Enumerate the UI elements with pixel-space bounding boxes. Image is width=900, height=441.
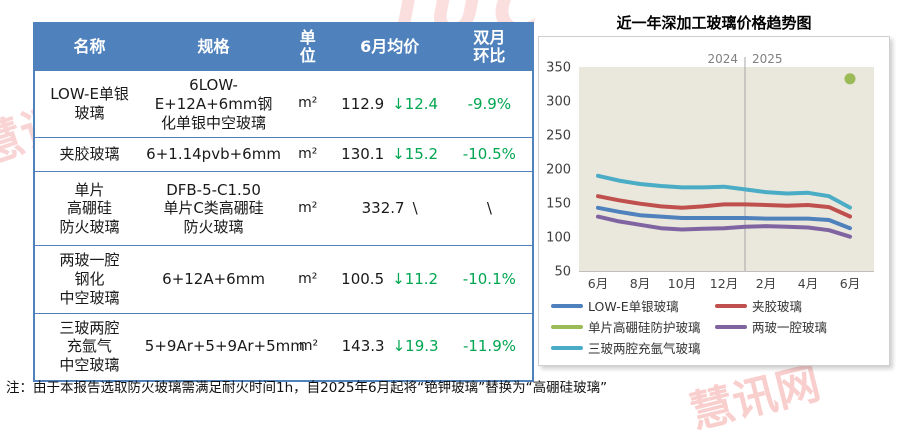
product-name: 夹胶玻璃 [59, 145, 120, 164]
product-spec: 6LOW-E+12A+6mm钢 化单银中空玻璃 [154, 76, 273, 132]
june-price-cell: 100.5 ↓11.2 [333, 265, 447, 294]
product-name: 两玻一腔 钢化 中空玻璃 [59, 251, 120, 307]
legend-item: 单片高硼硅防护玻璃 [551, 316, 715, 337]
svg-text:8月: 8月 [630, 276, 650, 291]
chart-legend: LOW-E单银玻璃 夹胶玻璃单片高硼硅防护玻璃 两玻一腔玻璃三玻两腔充氩气玻璃 [539, 295, 889, 358]
legend-label: 三玻两腔充氩气玻璃 [588, 341, 701, 356]
bimonthly-change: -11.9% [462, 337, 517, 356]
price-delta: ↓15.2 [392, 145, 439, 164]
legend-item: 三玻两腔充氩气玻璃 [551, 337, 715, 358]
legend-item: LOW-E单银玻璃 [551, 295, 715, 316]
product-unit: m² [298, 146, 318, 162]
svg-text:300: 300 [546, 95, 571, 110]
product-unit: m² [298, 95, 318, 112]
glass-price-table: 名称 规格 单 位 6月均价 双月 环比 LOW-E单银 玻璃 6LOW-E+1… [33, 22, 534, 382]
legend-line-swatch [551, 345, 583, 350]
footnote: 注：由于本报告选取防火玻璃需满足耐火时间1h，自2025年6月起将“铯钾玻璃”替… [6, 380, 608, 396]
price-value: 130.1 [341, 145, 385, 164]
product-unit: m² [298, 337, 319, 354]
price-value: 143.3 [341, 337, 385, 356]
down-arrow-icon: ↓ [392, 337, 406, 356]
legend-item: 两玻一腔玻璃 [715, 316, 879, 337]
header-june-avg: 6月均价 [360, 36, 420, 56]
price-delta: \ [412, 199, 418, 218]
down-arrow-icon: ↓ [392, 94, 405, 113]
legend-label: 两玻一腔玻璃 [752, 320, 828, 335]
product-name: 单片 高硼硅 防火玻璃 [59, 180, 120, 237]
svg-text:6月: 6月 [840, 276, 860, 291]
product-spec: 6+12A+6mm [162, 270, 265, 288]
table-row: 三玻两腔 充氩气 中空玻璃 5+9Ar+5+9Ar+5mm m² 143.3 ↓… [35, 312, 532, 380]
product-spec: DFB-5-C1.50 单片C类高硼硅 防火玻璃 [163, 180, 264, 237]
price-value: 100.5 [341, 270, 385, 288]
legend-label: LOW-E单银玻璃 [588, 299, 679, 314]
header-bimonthly: 双月 环比 [473, 27, 506, 65]
svg-text:6月: 6月 [588, 276, 608, 291]
svg-text:50: 50 [554, 265, 571, 280]
svg-text:2025: 2025 [752, 52, 783, 66]
svg-text:4月: 4月 [798, 276, 818, 291]
price-trend-chart-panel: 2024 2025 50 100 150 200 250 300 350 6月 8月 10月 12月 2月… [538, 36, 890, 366]
product-unit: m² [298, 200, 318, 216]
price-delta: ↓11.2 [392, 270, 439, 288]
legend-line-swatch [715, 303, 747, 308]
header-unit: 单 位 [299, 27, 316, 65]
product-unit: m² [298, 270, 318, 287]
svg-text:2024: 2024 [707, 52, 738, 66]
svg-text:250: 250 [546, 129, 571, 144]
price-value: 112.9 [341, 94, 385, 113]
legend-label: 单片高硼硅防护玻璃 [588, 320, 701, 335]
june-price-cell: 130.1 ↓15.2 [333, 140, 447, 169]
table-header-row: 名称 规格 单 位 6月均价 双月 环比 [35, 24, 532, 70]
legend-line-swatch [551, 303, 583, 308]
product-name: 三玻两腔 充氩气 中空玻璃 [59, 318, 120, 375]
price-delta: ↓12.4 [392, 94, 439, 113]
table-row: 单片 高硼硅 防火玻璃 DFB-5-C1.50 单片C类高硼硅 防火玻璃 m² … [35, 171, 532, 245]
down-arrow-icon: ↓ [392, 145, 405, 164]
header-spec: 规格 [197, 36, 230, 56]
svg-text:10月: 10月 [668, 276, 696, 291]
svg-text:150: 150 [546, 197, 571, 212]
product-spec: 5+9Ar+5+9Ar+5mm [144, 337, 305, 356]
svg-text:100: 100 [546, 231, 571, 246]
table-row: 两玻一腔 钢化 中空玻璃 6+12A+6mm m² 100.5 ↓11.2 -1… [35, 245, 532, 312]
price-value: 332.7 [361, 199, 405, 218]
chart-title: 近一年深加工玻璃价格趋势图 [616, 14, 812, 32]
bimonthly-change: -10.1% [462, 270, 516, 288]
svg-text:350: 350 [546, 61, 571, 76]
table-row: 夹胶玻璃 6+1.14pvb+6mm m² 130.1 ↓15.2 -10.5% [35, 137, 532, 171]
june-price-cell: 332.7 \ [333, 194, 447, 223]
bimonthly-change: \ [486, 199, 492, 218]
legend-label: 夹胶玻璃 [752, 299, 803, 314]
legend-line-swatch [551, 324, 583, 329]
table-row: LOW-E单银 玻璃 6LOW-E+12A+6mm钢 化单银中空玻璃 m² 11… [35, 70, 532, 137]
legend-item: 夹胶玻璃 [715, 295, 879, 316]
bimonthly-change: -10.5% [462, 145, 516, 164]
june-price-cell: 143.3 ↓19.3 [333, 332, 447, 361]
june-price-cell: 112.9 ↓12.4 [333, 90, 447, 119]
legend-line-swatch [715, 324, 747, 329]
product-spec: 6+1.14pvb+6mm [146, 145, 281, 164]
svg-text:2月: 2月 [756, 276, 776, 291]
header-name: 名称 [73, 36, 106, 56]
svg-text:12月: 12月 [710, 276, 738, 291]
bimonthly-change: -9.9% [467, 94, 512, 113]
product-name: LOW-E单银 玻璃 [50, 85, 129, 123]
down-arrow-icon: ↓ [392, 270, 405, 288]
price-delta: ↓19.3 [392, 337, 439, 356]
svg-text:200: 200 [546, 163, 571, 178]
price-trend-chart: 2024 2025 50 100 150 200 250 300 350 6月 8月 10月 12月 2月… [539, 37, 891, 295]
